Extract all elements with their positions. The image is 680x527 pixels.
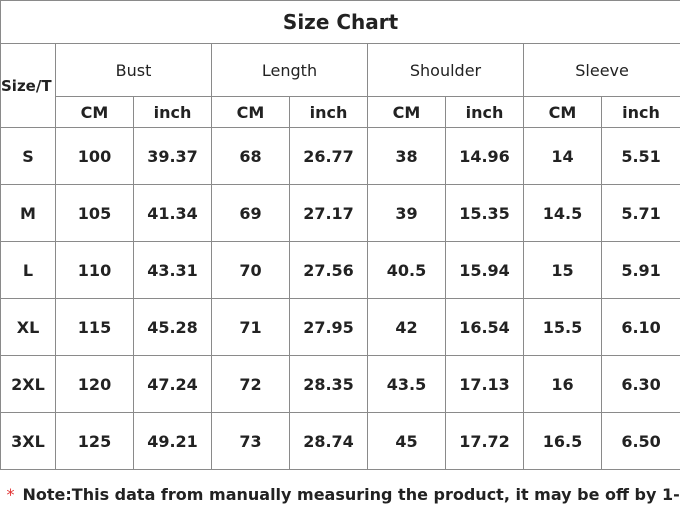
note: * Note:This data from manually measuring … (1, 470, 680, 519)
cell: 49.21 (133, 412, 212, 470)
cell: 15.94 (445, 241, 524, 299)
cell: 28.35 (289, 355, 368, 413)
cell: 115 (55, 298, 134, 356)
cell: 26.77 (289, 127, 368, 185)
size-row: L 110 43.31 70 27.56 40.5 15.94 15 5.91 (0, 241, 680, 299)
cell: 68 (211, 127, 290, 185)
cell: 14 (523, 127, 602, 185)
unit-header: inch (445, 96, 524, 128)
cell: 6.10 (600, 298, 680, 356)
unit-header: inch (133, 96, 212, 128)
unit-header: CM (523, 96, 602, 128)
cell: 110 (55, 241, 134, 299)
cell: 28.74 (289, 412, 368, 470)
cell: 71 (211, 298, 290, 356)
cell: 6.50 (600, 412, 680, 470)
cell: 39.37 (133, 127, 212, 185)
group-header: Sleeve (522, 43, 680, 97)
size-label: M (0, 184, 56, 242)
cell: 27.17 (289, 184, 368, 242)
cell: 17.13 (445, 355, 524, 413)
table-title: Size Chart (0, 0, 680, 44)
cell: 15 (523, 241, 602, 299)
size-label: S (0, 127, 56, 185)
cell: 40.5 (367, 241, 446, 299)
size-header: Size/T (0, 43, 56, 128)
cell: 6.30 (600, 355, 680, 413)
cell: 43.5 (367, 355, 446, 413)
unit-header: CM (55, 96, 134, 128)
size-label: 3XL (0, 412, 56, 470)
cell: 105 (55, 184, 134, 242)
cell: 14.5 (523, 184, 602, 242)
cell: 43.31 (133, 241, 212, 299)
cell: 5.51 (600, 127, 680, 185)
size-row: S 100 39.37 68 26.77 38 14.96 14 5.51 (0, 127, 680, 185)
cell: 38 (367, 127, 446, 185)
cell: 16.5 (523, 412, 602, 470)
cell: 70 (211, 241, 290, 299)
cell: 45.28 (133, 298, 212, 356)
cell: 72 (211, 355, 290, 413)
cell: 16 (523, 355, 602, 413)
unit-header: inch (289, 96, 368, 128)
note-text: Note:This data from manually measuring t… (22, 484, 680, 504)
cell: 5.71 (600, 184, 680, 242)
cell: 14.96 (445, 127, 524, 185)
cell: 39 (367, 184, 446, 242)
cell: 41.34 (133, 184, 212, 242)
cell: 15.35 (445, 184, 524, 242)
group-header: Bust (55, 43, 212, 97)
cell: 125 (55, 412, 134, 470)
group-header: Length (211, 43, 368, 97)
size-label: XL (0, 298, 56, 356)
unit-header: CM (211, 96, 290, 128)
cell: 120 (55, 355, 134, 413)
cell: 17.72 (445, 412, 524, 470)
cell: 42 (367, 298, 446, 356)
cell: 69 (211, 184, 290, 242)
size-row: XL 115 45.28 71 27.95 42 16.54 15.5 6.10 (0, 298, 680, 356)
cell: 15.5 (523, 298, 602, 356)
title-row: Size Chart (0, 0, 680, 44)
group-header: Shoulder (367, 43, 524, 97)
cell: 27.56 (289, 241, 368, 299)
cell: 16.54 (445, 298, 524, 356)
size-row: 2XL 120 47.24 72 28.35 43.5 17.13 16 6.30 (0, 355, 680, 413)
cell: 73 (211, 412, 290, 470)
size-row: 3XL 125 49.21 73 28.74 45 17.72 16.5 6.50 (0, 412, 680, 470)
cell: 47.24 (133, 355, 212, 413)
unit-header: inch (600, 96, 680, 128)
cell: 100 (55, 127, 134, 185)
unit-header: CM (367, 96, 446, 128)
cell: 45 (367, 412, 446, 470)
note-row: * Note:This data from manually measuring … (1, 470, 680, 519)
note-mark: * (6, 484, 15, 504)
unit-row: CM inch CM inch CM inch CM inch (1, 96, 680, 128)
cell: 27.95 (289, 298, 368, 356)
size-label: L (0, 241, 56, 299)
size-label: 2XL (0, 355, 56, 413)
size-row: M 105 41.34 69 27.17 39 15.35 14.5 5.71 (0, 184, 680, 242)
cell: 5.91 (600, 241, 680, 299)
header-row: Size/T Bust Length Shoulder Sleeve (0, 43, 680, 128)
